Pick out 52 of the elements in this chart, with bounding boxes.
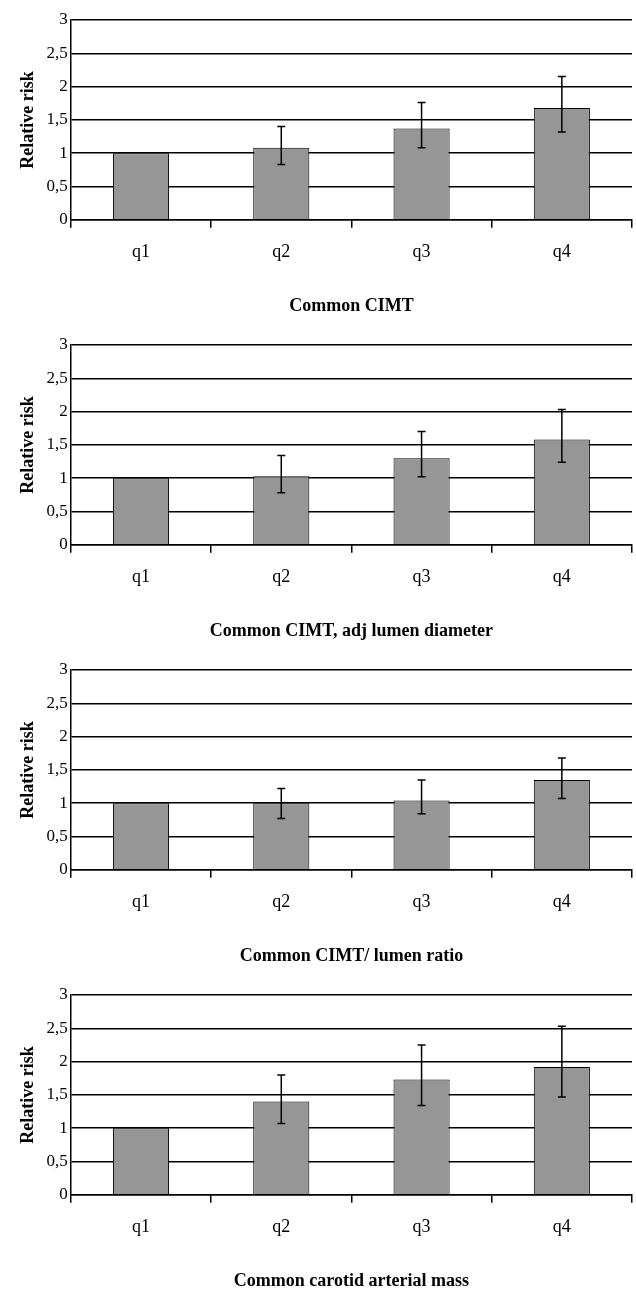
x-tick-label: q1 bbox=[131, 241, 150, 262]
y-axis-title: Relative risk bbox=[17, 396, 38, 494]
y-tick-label: 3 bbox=[59, 334, 68, 354]
y-tick-label: 0,5 bbox=[46, 1150, 68, 1170]
y-tick-label: 0,5 bbox=[46, 175, 68, 195]
y-tick-label: 2 bbox=[59, 401, 68, 421]
x-tick-label: q2 bbox=[272, 891, 291, 912]
x-tick-label: q1 bbox=[131, 1216, 150, 1237]
y-axis-title: Relative risk bbox=[17, 721, 38, 819]
x-tick-label: q1 bbox=[131, 566, 150, 587]
x-axis-title: Common CIMT bbox=[289, 294, 414, 315]
x-tick-label: q3 bbox=[412, 1216, 431, 1237]
y-tick-label: 1 bbox=[59, 1117, 68, 1137]
x-tick-label: q4 bbox=[552, 891, 571, 912]
y-tick-label: 1,5 bbox=[46, 434, 68, 454]
y-tick-label: 2 bbox=[59, 1051, 68, 1071]
y-tick-label: 2,5 bbox=[46, 42, 68, 62]
y-tick-label: 0,5 bbox=[46, 825, 68, 845]
y-tick-label: 0 bbox=[59, 534, 68, 554]
x-tick-label: q4 bbox=[552, 1216, 571, 1237]
y-tick-label: 0 bbox=[59, 859, 68, 879]
x-tick-label: q2 bbox=[272, 566, 291, 587]
y-axis-title: Relative risk bbox=[17, 71, 38, 169]
y-tick-label: 0 bbox=[59, 209, 68, 229]
y-tick-label: 1,5 bbox=[46, 759, 68, 779]
x-axis-title: Common carotid arterial mass bbox=[233, 1269, 469, 1290]
y-tick-label: 2,5 bbox=[46, 692, 68, 712]
y-tick-label: 3 bbox=[59, 9, 68, 29]
x-tick-label: q4 bbox=[552, 241, 571, 262]
x-tick-label: q3 bbox=[412, 566, 431, 587]
y-axis-title: Relative risk bbox=[17, 1046, 38, 1144]
x-axis-title: Common CIMT/ lumen ratio bbox=[239, 944, 464, 965]
y-tick-label: 0 bbox=[59, 1184, 68, 1204]
y-tick-label: 2 bbox=[59, 76, 68, 96]
y-tick-label: 1,5 bbox=[46, 109, 68, 129]
y-tick-label: 3 bbox=[59, 984, 68, 1004]
y-tick-label: 1 bbox=[59, 142, 68, 162]
y-tick-label: 1,5 bbox=[46, 1084, 68, 1104]
y-tick-label: 2,5 bbox=[46, 1017, 68, 1037]
y-tick-label: 1 bbox=[59, 792, 68, 812]
y-tick-label: 0,5 bbox=[46, 500, 68, 520]
x-tick-label: q1 bbox=[131, 891, 150, 912]
x-tick-label: q2 bbox=[272, 1216, 291, 1237]
y-tick-label: 1 bbox=[59, 467, 68, 487]
y-tick-label: 2 bbox=[59, 726, 68, 746]
x-tick-label: q3 bbox=[412, 891, 431, 912]
x-tick-label: q3 bbox=[412, 241, 431, 262]
x-tick-label: q4 bbox=[552, 566, 571, 587]
x-axis-title: Common CIMT, adj lumen diameter bbox=[209, 619, 494, 640]
y-tick-label: 3 bbox=[59, 659, 68, 679]
x-tick-label: q2 bbox=[272, 241, 291, 262]
y-tick-label: 2,5 bbox=[46, 367, 68, 387]
